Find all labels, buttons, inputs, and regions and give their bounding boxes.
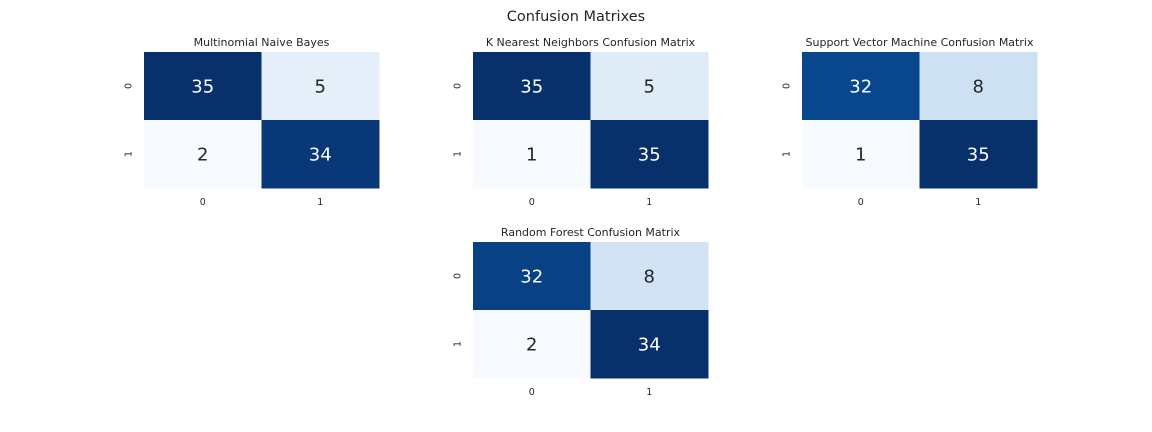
figure-title: Confusion Matrixes bbox=[507, 9, 645, 25]
cell-value-label: 5 bbox=[644, 77, 655, 98]
cell-value-label: 2 bbox=[197, 145, 208, 166]
cell-value-label: 35 bbox=[638, 145, 661, 166]
heatmap-cell bbox=[590, 120, 709, 189]
heatmap-cell bbox=[261, 120, 380, 189]
heatmap-cell bbox=[261, 52, 380, 121]
y-tick-label: 0 bbox=[453, 83, 464, 89]
heatmap-cell bbox=[919, 52, 1038, 121]
x-tick-label: 0 bbox=[858, 197, 864, 208]
x-tick-label: 0 bbox=[200, 197, 206, 208]
y-tick-label: 1 bbox=[453, 341, 464, 347]
x-tick-label: 0 bbox=[529, 387, 535, 398]
panel-title: Multinomial Naive Bayes bbox=[194, 36, 330, 49]
x-tick-label: 1 bbox=[317, 197, 323, 208]
heatmap-panel: K Nearest Neighbors Confusion Matrix 35 5 1… bbox=[453, 36, 709, 208]
cell-value-label: 1 bbox=[855, 145, 866, 166]
x-tick-label: 1 bbox=[646, 387, 652, 398]
heatmap-cell bbox=[802, 120, 920, 189]
cell-value-label: 2 bbox=[526, 335, 537, 356]
y-tick-label: 0 bbox=[453, 273, 464, 279]
y-tick-label: 1 bbox=[782, 151, 793, 157]
heatmap-cell bbox=[919, 120, 1038, 189]
cell-value-label: 32 bbox=[520, 267, 543, 288]
panel-title: K Nearest Neighbors Confusion Matrix bbox=[486, 36, 696, 49]
y-tick-label: 0 bbox=[124, 83, 135, 89]
heatmap-cell bbox=[144, 120, 262, 189]
cell-value-label: 35 bbox=[191, 77, 214, 98]
heatmap-cell bbox=[473, 242, 591, 311]
cell-value-label: 5 bbox=[315, 77, 326, 98]
heatmap-cell bbox=[590, 242, 709, 311]
y-tick-label: 1 bbox=[124, 151, 135, 157]
heatmap-panel: Random Forest Confusion Matrix 32 8 2 34 0 1 0 1 bbox=[453, 226, 709, 398]
x-tick-label: 1 bbox=[646, 197, 652, 208]
heatmap-cell bbox=[144, 52, 262, 121]
y-tick-label: 0 bbox=[782, 83, 793, 89]
heatmap-cell bbox=[590, 52, 709, 121]
heatmap-cell bbox=[802, 52, 920, 121]
panel-title: Random Forest Confusion Matrix bbox=[501, 226, 681, 239]
cell-value-label: 1 bbox=[526, 145, 537, 166]
heatmap-panel: Multinomial Naive Bayes 35 5 2 34 0 1 0 1 bbox=[124, 36, 380, 208]
cell-value-label: 34 bbox=[638, 335, 661, 356]
x-tick-label: 1 bbox=[975, 197, 981, 208]
cell-value-label: 34 bbox=[309, 145, 332, 166]
panel-title: Support Vector Machine Confusion Matrix bbox=[806, 36, 1034, 49]
heatmap-cell bbox=[473, 310, 591, 379]
heatmap-cell bbox=[590, 310, 709, 379]
y-tick-label: 1 bbox=[453, 151, 464, 157]
heatmap-cell bbox=[473, 52, 591, 121]
heatmap-cell bbox=[473, 120, 591, 189]
cell-value-label: 8 bbox=[644, 267, 655, 288]
cell-value-label: 8 bbox=[973, 77, 984, 98]
heatmap-panel: Support Vector Machine Confusion Matrix 3… bbox=[782, 36, 1038, 208]
x-tick-label: 0 bbox=[529, 197, 535, 208]
cell-value-label: 32 bbox=[849, 77, 872, 98]
cell-value-label: 35 bbox=[520, 77, 543, 98]
cell-value-label: 35 bbox=[967, 145, 990, 166]
